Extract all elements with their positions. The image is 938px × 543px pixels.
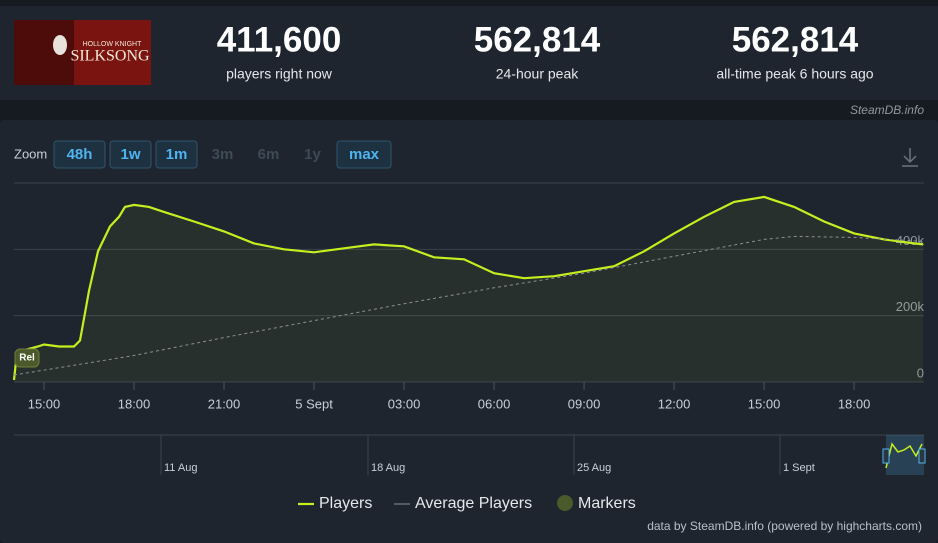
stat-value: 562,814 bbox=[474, 20, 601, 59]
legend-item[interactable]: Markers bbox=[557, 495, 636, 512]
download-icon[interactable] bbox=[902, 148, 918, 167]
marker[interactable] bbox=[14, 348, 40, 368]
navigator-line bbox=[885, 442, 923, 469]
zoom-button-bg bbox=[336, 140, 392, 169]
logo-figure bbox=[53, 35, 67, 55]
game-logo[interactable]: HOLLOW KNIGHT SILKSONG bbox=[14, 20, 151, 85]
zoom-button: 6m bbox=[258, 146, 280, 163]
x-tick-label: 18:00 bbox=[118, 396, 151, 411]
zoom-button[interactable]: 48h bbox=[53, 140, 106, 169]
zoom-button-text: 1y bbox=[304, 146, 321, 163]
x-tick-label: 21:00 bbox=[208, 396, 241, 411]
zoom-button-bg bbox=[53, 140, 106, 169]
navigator-label: 11 Aug bbox=[164, 462, 197, 474]
zoom-button[interactable]: max bbox=[336, 140, 392, 169]
x-tick-label: 15:00 bbox=[748, 396, 781, 411]
legend-item[interactable]: Average Players bbox=[394, 495, 532, 512]
series-area bbox=[14, 196, 924, 382]
series-line bbox=[13, 235, 924, 376]
x-tick-label: 09:00 bbox=[568, 396, 601, 411]
navigator-label: 25 Aug bbox=[577, 462, 611, 474]
x-tick-label: 5 Sept bbox=[295, 396, 333, 411]
navigator-label: 18 Aug bbox=[371, 462, 405, 474]
stat-label: all-time peak 6 hours ago bbox=[716, 66, 873, 82]
zoom-button-text: max bbox=[349, 146, 380, 163]
navigator-label: 1 Sept bbox=[783, 462, 815, 474]
chart-panel bbox=[0, 120, 938, 543]
source-label: SteamDB.info bbox=[850, 103, 924, 117]
stat-label: players right now bbox=[226, 66, 333, 82]
logo-small-text: HOLLOW KNIGHT bbox=[83, 41, 142, 48]
credit[interactable]: data by SteamDB.info (powered by highcha… bbox=[647, 519, 922, 533]
zoom-button[interactable]: 1w bbox=[109, 140, 152, 169]
marker-label: Rel bbox=[19, 353, 35, 364]
legend-label: Markers bbox=[578, 495, 636, 512]
zoom-button-text: 1w bbox=[120, 146, 140, 163]
stat-value: 411,600 bbox=[217, 20, 342, 59]
logo-big-text: SILKSONG bbox=[70, 48, 150, 65]
stat-value: 562,814 bbox=[732, 20, 859, 59]
x-tick-label: 18:00 bbox=[838, 396, 871, 411]
logo-shade bbox=[14, 20, 74, 85]
legend-symbol bbox=[557, 495, 573, 511]
zoom-button-text: 6m bbox=[258, 146, 280, 163]
zoom-button[interactable]: 1m bbox=[155, 140, 198, 169]
zoom-button-text: 1m bbox=[166, 146, 188, 163]
navigator-handle[interactable] bbox=[918, 448, 926, 464]
x-tick-label: 12:00 bbox=[658, 396, 691, 411]
y-tick-label: 0 bbox=[917, 365, 924, 380]
x-tick-label: 06:00 bbox=[478, 396, 511, 411]
zoom-button-bg bbox=[109, 140, 152, 169]
zoom-button-text: 3m bbox=[212, 146, 234, 163]
x-tick-label: 03:00 bbox=[388, 396, 421, 411]
y-tick-label: 200k bbox=[896, 299, 925, 314]
zoom-label: Zoom bbox=[14, 146, 47, 161]
icon-stroke bbox=[903, 155, 917, 164]
series-line bbox=[12, 195, 924, 381]
legend-item[interactable]: Players bbox=[298, 495, 372, 512]
navigator-window[interactable] bbox=[886, 435, 924, 475]
navigator-handle[interactable] bbox=[882, 448, 890, 464]
zoom-button-text: 48h bbox=[67, 146, 93, 163]
zoom-button: 1y bbox=[304, 146, 321, 163]
legend-label: Players bbox=[319, 495, 372, 512]
zoom-button-bg bbox=[155, 140, 198, 169]
legend-label: Average Players bbox=[415, 495, 532, 512]
zoom-button: 3m bbox=[212, 146, 234, 163]
header-panel bbox=[0, 6, 938, 100]
x-tick-label: 15:00 bbox=[28, 396, 61, 411]
stat-label: 24-hour peak bbox=[496, 66, 580, 82]
